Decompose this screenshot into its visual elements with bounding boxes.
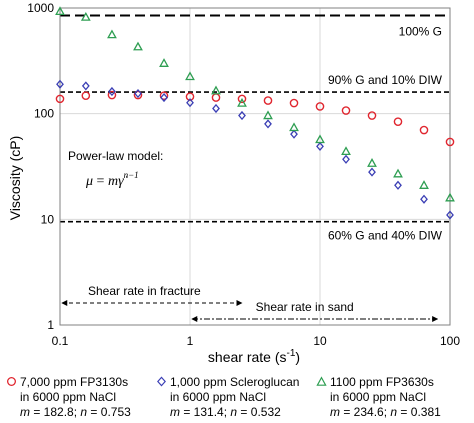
- data-point: [238, 110, 246, 121]
- data-point: [81, 81, 90, 91]
- y-tick-label: 1000: [27, 1, 54, 15]
- legend-params: m = 182.8; n = 0.753: [20, 405, 131, 419]
- data-point: [134, 88, 142, 99]
- data-point: [185, 92, 195, 101]
- axis-ticks: 0.1 1 10 100 1 10 100 1000: [27, 1, 460, 348]
- data-point: [211, 85, 221, 95]
- data-point: [342, 154, 350, 164]
- data-point: [393, 117, 403, 126]
- legend-item-fp3130s: 7,000 ppm FP3130s in 6000 ppm NaCl m = 1…: [7, 375, 131, 420]
- legend-label: 1100 ppm FP3630s: [330, 375, 434, 389]
- data-point: [237, 94, 247, 104]
- series-diamond: [56, 79, 454, 220]
- data-point: [367, 158, 377, 167]
- model-title: Power-law model:: [68, 149, 163, 163]
- data-point: [445, 137, 455, 147]
- data-point: [263, 110, 273, 120]
- range-label: Shear rate in sand: [256, 300, 354, 314]
- grid-lines: [59, 7, 451, 326]
- triangle-marker-icon: [316, 376, 327, 386]
- data-point: [419, 180, 429, 189]
- series-triangle: [55, 6, 455, 202]
- viscosity-chart: 100% G 90% G and 10% DIW 60% G and 40% DIW…: [7, 1, 460, 365]
- legend-label-line2: in 6000 ppm NaCl: [330, 390, 427, 404]
- shear-rate-ranges: Shear rate in fracture Shear rate in sand: [61, 284, 439, 322]
- data-point: [315, 102, 325, 111]
- data-point: [290, 129, 298, 139]
- data-point: [264, 119, 272, 129]
- data-point: [368, 167, 376, 177]
- data-point: [55, 94, 65, 104]
- reference-line-label: 60% G and 40% DIW: [328, 229, 443, 243]
- data-point: [56, 79, 64, 89]
- range-label: Shear rate in fracture: [88, 284, 201, 298]
- data-point: [341, 146, 351, 156]
- data-point: [159, 91, 169, 100]
- circle-marker-icon: [7, 377, 16, 386]
- data-point: [393, 168, 403, 178]
- data-point: [159, 58, 169, 67]
- x-tick-label: 1: [187, 334, 194, 348]
- data-point: [80, 11, 91, 21]
- data-point: [107, 29, 117, 39]
- data-point: [81, 91, 91, 100]
- plot-frame: [59, 7, 451, 326]
- y-tick-label: 10: [41, 212, 55, 226]
- plot-border: [59, 7, 451, 326]
- data-point: [445, 192, 455, 202]
- data-point: [55, 6, 65, 16]
- data-point: [107, 90, 117, 100]
- reference-lines: 100% G 90% G and 10% DIW 60% G and 40% DIW: [60, 14, 450, 243]
- data-point: [263, 96, 273, 105]
- data-point: [237, 97, 247, 107]
- legend: 7,000 ppm FP3130s in 6000 ppm NaCl m = 1…: [0, 373, 474, 423]
- model-equation: μ = mγ̇n−1: [85, 170, 139, 189]
- legend-label: 7,000 ppm FP3130s: [20, 375, 129, 389]
- data-point: [211, 93, 221, 102]
- x-axis-title: shear rate (s-1): [208, 348, 300, 365]
- data-point: [185, 71, 195, 81]
- data-point: [367, 111, 377, 120]
- data-point: [212, 103, 220, 114]
- data-point: [133, 90, 143, 100]
- data-points: [55, 6, 455, 220]
- legend-label-line2: in 6000 ppm NaCl: [170, 390, 267, 404]
- reference-line-label: 90% G and 10% DIW: [328, 73, 443, 87]
- y-axis-title: Viscosity (cP): [7, 136, 23, 221]
- y-tick-label: 100: [34, 107, 54, 121]
- x-tick-label: 0.1: [52, 334, 69, 348]
- y-tick-label: 1: [47, 318, 54, 332]
- x-tick-label: 100: [440, 334, 460, 348]
- x-tick-label: 10: [313, 334, 327, 348]
- series-circle: [55, 90, 455, 147]
- data-point: [289, 98, 299, 108]
- legend-params: m = 131.4; n = 0.532: [170, 405, 281, 419]
- data-point: [419, 125, 429, 135]
- data-point: [341, 106, 351, 115]
- data-point: [316, 141, 324, 152]
- diamond-marker-icon: [157, 376, 166, 387]
- legend-item-scleroglucan: 1,000 ppm Scleroglucan in 6000 ppm NaCl …: [157, 375, 300, 420]
- legend-label-line2: in 6000 ppm NaCl: [20, 390, 117, 404]
- legend-params: m = 234.6; n = 0.381: [330, 405, 441, 419]
- data-point: [420, 194, 428, 204]
- data-point: [133, 41, 143, 51]
- data-point: [394, 180, 402, 190]
- reference-line-label: 100% G: [399, 24, 442, 38]
- legend-item-fp3630s: 1100 ppm FP3630s in 6000 ppm NaCl m = 23…: [316, 375, 441, 420]
- data-point: [315, 134, 325, 144]
- legend-label: 1,000 ppm Scleroglucan: [170, 375, 300, 389]
- data-point: [289, 122, 299, 132]
- data-point: [108, 86, 116, 97]
- data-point: [160, 92, 168, 103]
- data-point: [446, 210, 454, 220]
- data-point: [186, 98, 194, 108]
